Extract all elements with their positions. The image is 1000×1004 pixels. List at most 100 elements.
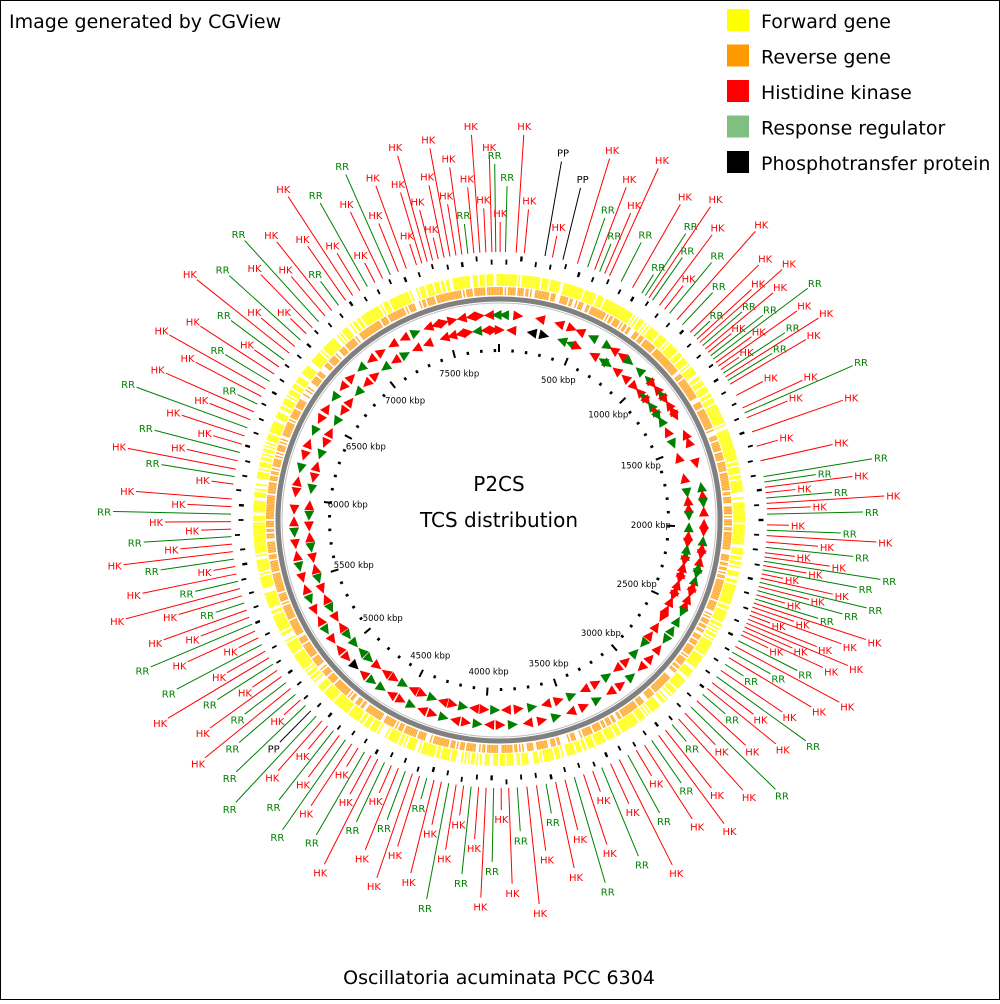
feature-spoke — [694, 321, 710, 336]
feature-spoke — [593, 771, 601, 792]
tcs-marker — [310, 472, 320, 483]
forward-gene-mark — [732, 503, 744, 504]
outer-dot — [618, 290, 620, 294]
tcs-marker — [684, 511, 694, 521]
reverse-gene-mark — [526, 289, 527, 297]
reverse-gene-mark — [470, 289, 471, 297]
ruler-tick-label: 7500 kbp — [439, 369, 479, 379]
reverse-gene-mark — [276, 453, 284, 455]
reverse-gene-mark — [518, 288, 519, 296]
feature-label: HK — [552, 223, 567, 234]
ruler-tick — [332, 556, 335, 557]
reverse-gene-mark — [467, 743, 468, 751]
tcs-marker — [308, 604, 317, 615]
feature-label: HK — [198, 429, 213, 440]
forward-gene-mark — [473, 275, 474, 287]
forward-gene-mark — [512, 754, 513, 766]
feature-spoke — [672, 725, 686, 742]
ruler-tick — [334, 476, 337, 477]
feature-label: RR — [270, 833, 284, 844]
ruler-tick — [610, 392, 612, 394]
reverse-gene-mark — [723, 497, 731, 498]
reverse-gene-mark — [723, 544, 731, 545]
outer-dot — [550, 265, 551, 270]
feature-spoke — [736, 381, 763, 395]
feature-label: HK — [818, 646, 833, 657]
feature-spoke — [212, 481, 234, 484]
tcs-marker — [508, 720, 518, 730]
feature-label: RR — [418, 904, 432, 915]
feature-label: HK — [388, 851, 403, 862]
ruler-tick — [419, 670, 423, 677]
tcs-marker — [311, 461, 321, 472]
outer-dot — [433, 767, 434, 772]
tcs-marker — [312, 564, 322, 575]
feature-spoke — [721, 357, 739, 369]
feature-label: HK — [464, 122, 479, 133]
forward-gene-mark — [254, 543, 266, 544]
tcs-marker — [665, 427, 674, 438]
reverse-gene-mark — [480, 744, 481, 752]
feature-label: HK — [742, 793, 757, 804]
forward-gene-mark — [254, 503, 266, 504]
tcs-marker — [293, 551, 303, 562]
ruler-tick — [364, 415, 366, 417]
ruler-tick — [565, 358, 568, 365]
tcs-marker — [589, 353, 600, 362]
ruler-tick — [588, 375, 590, 378]
feature-label: HK — [278, 266, 293, 277]
outer-dot — [535, 262, 536, 267]
feature-label: HK — [745, 747, 760, 758]
ruler-tick — [577, 368, 578, 371]
reverse-gene-mark — [268, 488, 276, 489]
feature-label: RR — [818, 469, 832, 480]
feature-label: RR — [744, 677, 758, 688]
feature-spoke — [537, 785, 546, 850]
outer-dot — [592, 277, 594, 282]
tcs-marker — [536, 717, 547, 727]
forward-gene-mark — [254, 540, 266, 541]
outer-dot — [578, 763, 580, 768]
ruler-tick — [447, 680, 448, 683]
tcs-marker — [450, 716, 461, 726]
feature-spoke — [565, 780, 578, 830]
tcs-marker — [578, 704, 589, 713]
tcs-marker — [651, 645, 661, 656]
reverse-gene-mark — [281, 439, 288, 442]
feature-label: HK — [812, 708, 827, 719]
feature-label: RR — [601, 206, 615, 217]
ruler-tick — [554, 679, 557, 687]
tcs-marker — [290, 539, 300, 550]
feature-spoke — [446, 785, 457, 850]
reverse-gene-mark — [272, 468, 280, 470]
tcs-marker — [527, 703, 538, 713]
outer-dot — [748, 461, 753, 462]
feature-label: HK — [669, 869, 684, 880]
feature-label: RR — [798, 671, 812, 682]
feature-spoke — [524, 209, 528, 253]
reverse-gene-mark — [478, 288, 479, 296]
feature-label: RR — [712, 282, 726, 293]
outer-dot — [725, 648, 729, 650]
tcs-marker — [304, 511, 314, 521]
reverse-gene-mark — [532, 743, 533, 751]
forward-gene-mark — [480, 275, 481, 287]
reverse-gene-mark — [723, 536, 731, 537]
reverse-gene-mark — [723, 494, 731, 495]
tcs-marker — [457, 313, 468, 323]
feature-label: RR — [685, 744, 699, 755]
outer-dot — [734, 419, 739, 421]
legend-label: Histidine kinase — [761, 82, 912, 104]
outer-dot — [743, 607, 748, 609]
feature-label: RR — [485, 867, 499, 878]
feature-label: HK — [840, 702, 855, 713]
reverse-gene-mark — [515, 744, 516, 752]
feature-label: HK — [366, 174, 381, 185]
feature-spoke — [201, 529, 231, 530]
tcs-marker — [426, 708, 437, 717]
feature-label: HK — [844, 393, 859, 404]
forward-gene-mark — [255, 489, 267, 491]
feature-label: HK — [185, 526, 200, 537]
reverse-gene-mark — [722, 548, 730, 549]
outer-dot — [245, 445, 250, 446]
